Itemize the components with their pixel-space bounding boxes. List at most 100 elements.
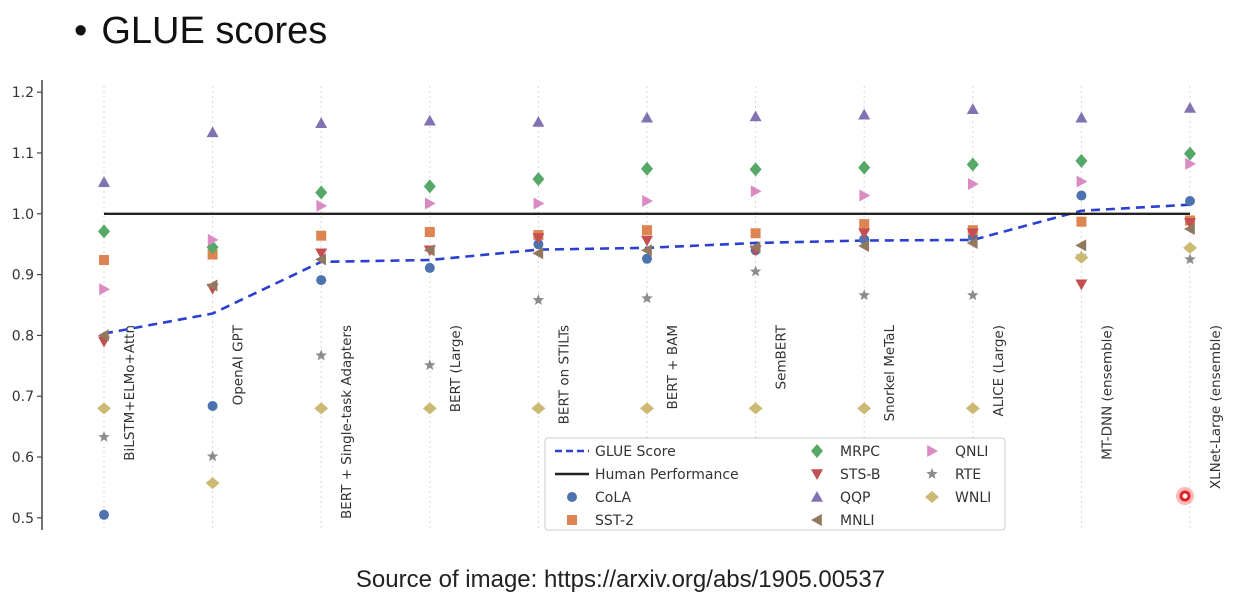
- x-tick-label: SemBERT: [774, 324, 790, 389]
- point-wnli: [640, 402, 654, 415]
- glue-chart: 0.5 0.6 0.7 0.8 0.9 1.0 1.1 1.2 BiLSTM+ELMo+Att…: [12, 80, 1224, 531]
- point-qqp: [1075, 111, 1088, 123]
- point-mnli: [1075, 239, 1087, 252]
- point-wnli: [857, 402, 872, 415]
- chart-lines: [103, 203, 1191, 335]
- legend-swatch-sst-2: [567, 515, 577, 525]
- legend-label-sst-2: SST-2: [595, 513, 634, 529]
- point-qqp: [641, 111, 653, 123]
- point-wnli: [1074, 251, 1089, 264]
- point-rte: [1184, 253, 1196, 265]
- point-qnli: [750, 185, 762, 198]
- point-rte: [749, 265, 762, 277]
- legend-box: [544, 437, 1006, 531]
- point-qqp: [858, 108, 871, 120]
- legend-label-qqp: QQP: [840, 490, 870, 506]
- chart-axes: 0.5 0.6 0.7 0.8 0.9 1.0 1.1 1.2: [12, 80, 43, 530]
- point-sts-b: [641, 235, 653, 247]
- y-tick-label: 0.6: [12, 450, 34, 466]
- point-qnli: [859, 189, 871, 202]
- y-tick-label: 0.8: [12, 328, 34, 344]
- point-wnli: [748, 402, 763, 415]
- point-mnli: [858, 240, 869, 253]
- x-tick-label: BERT on STILTs: [556, 325, 572, 424]
- point-sts-b: [1075, 279, 1088, 291]
- point-mrpc: [423, 179, 436, 194]
- y-tick-label: 0.7: [12, 389, 34, 405]
- x-tick-label: Snorkel MeTaL: [882, 325, 898, 422]
- legend-label-glue-score: GLUE Score: [595, 444, 676, 460]
- legend-swatch-qqp: [811, 491, 823, 502]
- point-sst-2: [859, 219, 870, 230]
- point-sts-b: [532, 233, 545, 245]
- x-tick-label: XLNet-Large (ensemble): [1208, 325, 1224, 489]
- point-wnli: [531, 402, 546, 415]
- point-rte: [641, 292, 653, 304]
- y-tick-label: 1.2: [12, 85, 34, 101]
- point-qnli: [533, 197, 545, 210]
- point-qqp: [315, 117, 328, 128]
- point-mnli: [1184, 222, 1195, 235]
- point-qnli: [99, 283, 110, 296]
- point-mnli: [423, 244, 435, 257]
- y-tick-label: 0.9: [12, 268, 34, 284]
- point-mnli: [315, 253, 326, 266]
- x-tick-label: BERT + Single-task Adapters: [339, 325, 355, 519]
- point-cola: [316, 275, 327, 286]
- point-sst-2: [750, 228, 761, 239]
- point-mrpc: [1184, 146, 1196, 161]
- point-mrpc: [98, 224, 110, 239]
- point-rte: [98, 430, 110, 442]
- y-tick-label: 1.1: [12, 146, 34, 162]
- point-cola: [207, 400, 218, 411]
- point-rte: [532, 294, 545, 305]
- y-tick-label: 0.5: [12, 511, 34, 527]
- point-sts-b: [966, 228, 979, 240]
- point-mnli: [98, 329, 109, 342]
- point-rte: [424, 359, 436, 371]
- point-cola: [642, 253, 652, 264]
- point-qnli: [425, 197, 436, 210]
- x-tick-label: MT-DNN (ensemble): [1099, 325, 1115, 460]
- point-mrpc: [1075, 153, 1088, 168]
- x-tick-label: ALICE (Large): [991, 325, 1007, 417]
- point-mnli: [966, 236, 978, 249]
- point-qqp: [966, 103, 979, 114]
- point-wnli: [1183, 241, 1197, 254]
- point-cola: [1185, 196, 1195, 207]
- point-mnli: [206, 279, 218, 292]
- x-tick-label: OpenAI GPT: [231, 324, 247, 405]
- point-qnli: [207, 233, 219, 246]
- source-caption: Source of image: https://arxiv.org/abs/1…: [355, 566, 886, 593]
- bullet: •: [74, 10, 88, 52]
- pointer-cursor-icon: [1176, 487, 1194, 505]
- point-rte: [967, 289, 979, 301]
- point-mrpc: [315, 185, 328, 200]
- series-line-glue-score: [103, 203, 1191, 335]
- legend-label-qnli: QNLI: [955, 444, 988, 460]
- point-qqp: [749, 110, 762, 122]
- x-tick-label: BiLSTM+ELMo+Attn: [122, 325, 138, 461]
- point-qnli: [642, 195, 653, 208]
- point-rte: [206, 450, 219, 462]
- x-tick-label: BERT + BAM: [665, 325, 681, 409]
- point-sst-2: [642, 225, 652, 236]
- point-qnli: [316, 199, 328, 212]
- point-mnli: [749, 241, 761, 254]
- point-wnli: [422, 402, 437, 415]
- legend-swatch-mnli: [811, 514, 822, 526]
- point-qqp: [1184, 101, 1196, 113]
- point-cola: [99, 509, 109, 520]
- point-qnli: [1076, 175, 1088, 188]
- legend-swatch-sts-b: [811, 469, 823, 480]
- point-qnli: [968, 177, 979, 190]
- slide-title: • GLUE scores: [74, 10, 327, 53]
- point-wnli: [314, 402, 329, 415]
- point-cola: [1076, 190, 1087, 201]
- legend-label-wnli: WNLI: [955, 490, 991, 506]
- point-sts-b: [858, 228, 871, 240]
- point-sts-b: [315, 248, 328, 260]
- legend-label-mrpc: MRPC: [840, 444, 880, 460]
- point-qqp: [206, 126, 219, 138]
- point-wnli: [97, 402, 111, 415]
